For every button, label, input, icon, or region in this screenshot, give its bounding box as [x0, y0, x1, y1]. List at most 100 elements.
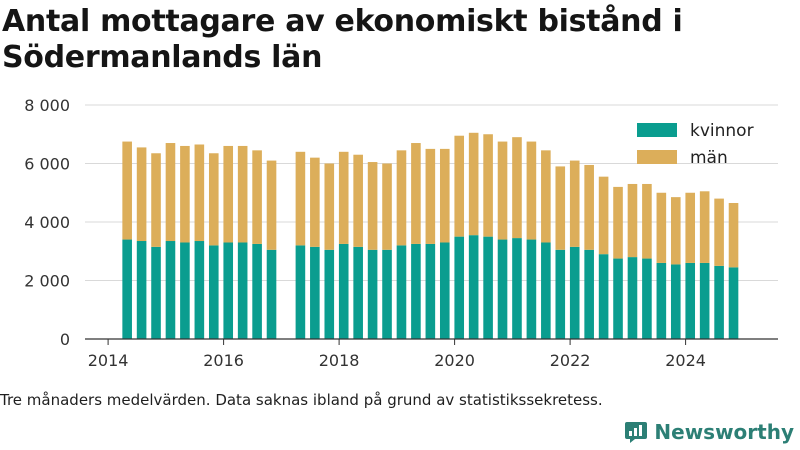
- bar-man: [295, 151, 306, 246]
- legend-swatch: [637, 150, 677, 164]
- bar-man: [569, 160, 580, 247]
- bar-kvinnor: [526, 239, 537, 339]
- y-tick-label: 6 000: [24, 155, 70, 174]
- bar-man: [396, 150, 407, 246]
- bar-kvinnor: [382, 249, 392, 339]
- bar-kvinnor: [367, 249, 378, 339]
- y-tick-label: 4 000: [24, 213, 70, 232]
- bar-kvinnor: [642, 258, 652, 339]
- bar-kvinnor: [483, 236, 493, 340]
- bar-man: [310, 157, 320, 247]
- bar-man: [670, 197, 681, 265]
- bar-man: [526, 141, 537, 240]
- bar-man: [382, 163, 392, 250]
- brand: Newsworthy: [624, 420, 794, 444]
- legend-swatch: [637, 123, 677, 137]
- bar-kvinnor: [497, 239, 508, 339]
- x-tick-label: 2018: [319, 351, 360, 370]
- bar-kvinnor: [223, 242, 234, 339]
- bar-kvinnor: [598, 254, 609, 339]
- bar-kvinnor: [237, 242, 248, 339]
- bar-kvinnor: [425, 243, 436, 339]
- bar-kvinnor: [670, 264, 681, 339]
- newsworthy-logo-icon: [625, 422, 648, 443]
- bar-man: [151, 153, 161, 247]
- bar-kvinnor: [165, 241, 176, 339]
- chart-title: Antal mottagare av ekonomiskt bistånd i …: [2, 4, 683, 75]
- bar-man: [598, 176, 609, 255]
- bar-kvinnor: [613, 258, 623, 339]
- bar-kvinnor: [685, 262, 696, 339]
- bar-man: [324, 163, 335, 250]
- bar-kvinnor: [180, 242, 190, 339]
- bar-kvinnor: [266, 249, 277, 339]
- bar-man: [555, 166, 566, 250]
- legend-label: kvinnor: [690, 121, 754, 141]
- x-tick-label: 2014: [88, 351, 129, 370]
- x-tick-label: 2022: [550, 351, 591, 370]
- bar-man: [180, 145, 190, 243]
- bar-man: [353, 154, 363, 247]
- bar-kvinnor: [454, 236, 465, 340]
- bar-man: [367, 162, 378, 250]
- bar-man: [425, 148, 436, 244]
- bar-man: [165, 143, 176, 242]
- bar-kvinnor: [714, 265, 724, 340]
- bar-kvinnor: [627, 257, 638, 339]
- y-tick-label: 2 000: [24, 272, 70, 291]
- bar-man: [627, 183, 638, 258]
- bar-man: [613, 186, 623, 259]
- bar-man: [685, 192, 696, 263]
- bar-kvinnor: [541, 242, 551, 339]
- y-tick-label: 0: [60, 330, 70, 349]
- bar-kvinnor: [468, 235, 479, 339]
- bar-man: [483, 134, 493, 237]
- bar-kvinnor: [194, 241, 205, 339]
- bar-kvinnor: [151, 246, 161, 339]
- bar-kvinnor: [555, 249, 566, 339]
- bar-man: [497, 141, 508, 240]
- bar-man: [223, 145, 234, 243]
- chart-note: Tre månaders medelvärden. Data saknas ib…: [0, 391, 603, 409]
- bar-kvinnor: [396, 245, 407, 339]
- bar-man: [194, 144, 205, 242]
- bar-man: [454, 135, 465, 237]
- bar-kvinnor: [295, 245, 306, 339]
- y-tick-label: 8 000: [24, 96, 70, 115]
- bar-man: [208, 153, 219, 246]
- bar-kvinnor: [324, 249, 335, 339]
- bar-kvinnor: [136, 241, 147, 339]
- bar-man: [439, 148, 450, 243]
- bar-man: [699, 191, 710, 263]
- bar-kvinnor: [338, 243, 349, 339]
- bar-kvinnor: [122, 239, 132, 339]
- bar-man: [541, 150, 551, 243]
- bar-kvinnor: [208, 245, 219, 339]
- bar-man: [266, 160, 277, 250]
- bar-man: [642, 183, 652, 259]
- bar-kvinnor: [512, 238, 522, 339]
- bar-man: [411, 143, 421, 244]
- bar-kvinnor: [252, 243, 262, 339]
- bar-kvinnor: [353, 246, 363, 339]
- bar-man: [512, 137, 522, 239]
- bar-kvinnor: [310, 246, 320, 339]
- bar-man: [136, 147, 147, 242]
- bar-man: [468, 132, 479, 236]
- x-tick-label: 2020: [434, 351, 475, 370]
- bar-man: [237, 145, 248, 243]
- bar-man: [728, 202, 739, 268]
- bar-kvinnor: [439, 242, 450, 339]
- bar-kvinnor: [699, 262, 710, 339]
- legend-label: män: [690, 148, 728, 168]
- x-tick-label: 2016: [203, 351, 244, 370]
- bar-kvinnor: [656, 262, 667, 339]
- bar-man: [656, 192, 667, 263]
- bar-man: [338, 151, 349, 244]
- bar-kvinnor: [411, 243, 421, 339]
- bar-man: [714, 198, 724, 266]
- bar-kvinnor: [569, 246, 580, 339]
- brand-name: Newsworthy: [654, 420, 794, 444]
